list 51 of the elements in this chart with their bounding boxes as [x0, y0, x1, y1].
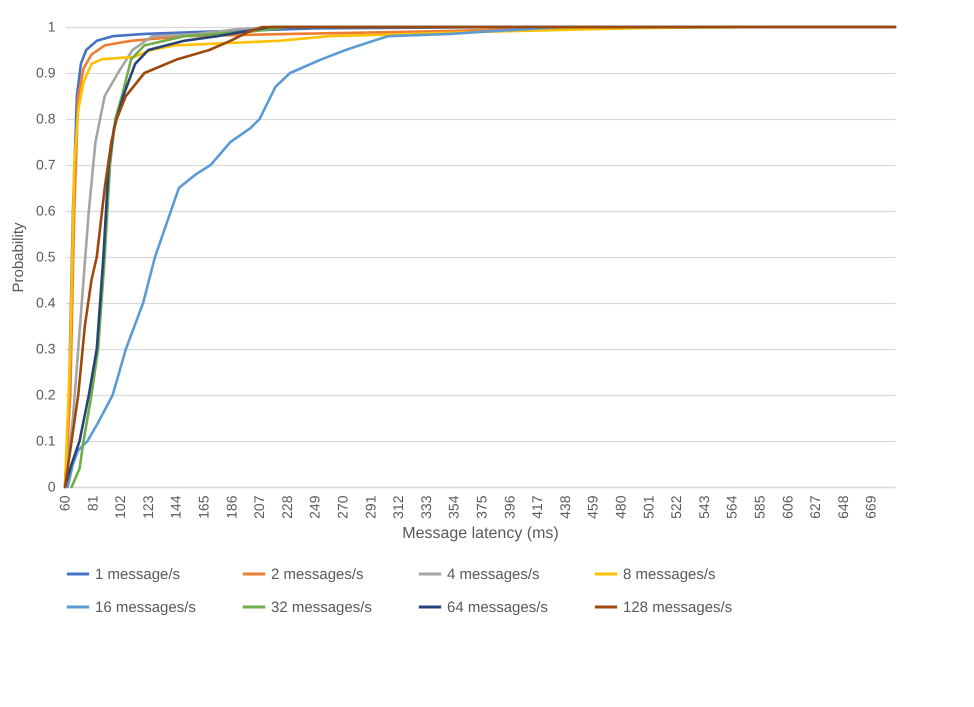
x-tick-label: 417: [529, 495, 546, 519]
legend-label: 1 message/s: [95, 566, 180, 583]
y-tick-label: 0.4: [36, 294, 56, 310]
x-tick-label: 354: [446, 495, 462, 519]
y-tick-label: 0.5: [36, 248, 56, 264]
legend-label: 4 messages/s: [447, 566, 540, 583]
x-tick-label: 459: [584, 495, 601, 519]
x-tick-label: 291: [362, 495, 378, 519]
x-tick-label: 270: [334, 495, 350, 519]
y-tick-label: 0.3: [36, 340, 56, 356]
x-tick-label: 312: [390, 495, 406, 519]
x-tick-label: 438: [556, 495, 573, 519]
x-tick-label: 228: [278, 495, 295, 519]
x-tick-label: 207: [251, 495, 268, 519]
x-axis-title: Message latency (ms): [402, 524, 559, 542]
y-tick-label: 0.2: [36, 386, 56, 402]
x-tick-label: 522: [668, 495, 684, 519]
x-tick-label: 375: [473, 495, 490, 519]
x-tick-label: 501: [640, 495, 656, 519]
x-tick-label: 627: [807, 495, 824, 519]
x-tick-label: 60: [56, 495, 72, 512]
legend-label: 8 messages/s: [623, 566, 716, 583]
x-tick-label: 144: [168, 495, 184, 519]
x-tick-label: 249: [306, 495, 323, 519]
y-tick-label: 0.7: [36, 156, 56, 172]
y-tick-label: 0.9: [36, 64, 56, 80]
x-tick-label: 186: [223, 495, 240, 519]
legend-label: 16 messages/s: [95, 599, 196, 616]
x-tick-label: 480: [612, 495, 628, 519]
y-tick-label: 0: [48, 478, 56, 494]
x-tick-label: 543: [696, 495, 712, 519]
x-tick-label: 648: [834, 495, 851, 519]
legend-label: 64 messages/s: [447, 599, 548, 616]
x-tick-label: 123: [140, 495, 156, 519]
x-tick-label: 585: [751, 495, 768, 519]
y-tick-label: 0.1: [36, 432, 56, 448]
x-tick-label: 669: [862, 495, 879, 519]
x-tick-label: 81: [84, 495, 100, 512]
x-tick-label: 606: [779, 495, 796, 519]
x-tick-label: 165: [195, 495, 212, 519]
x-tick-label: 396: [501, 495, 518, 519]
x-tick-label: 333: [418, 495, 434, 519]
y-tick-label: 1: [48, 18, 56, 34]
legend-label: 32 messages/s: [271, 599, 372, 616]
y-tick-label: 0.6: [36, 202, 56, 218]
legend-label: 2 messages/s: [271, 566, 364, 583]
x-tick-label: 564: [724, 495, 740, 519]
x-tick-label: 102: [112, 495, 128, 519]
y-axis-title: Probability: [10, 222, 28, 293]
y-tick-label: 0.8: [36, 110, 56, 126]
legend-label: 128 messages/s: [623, 599, 732, 616]
